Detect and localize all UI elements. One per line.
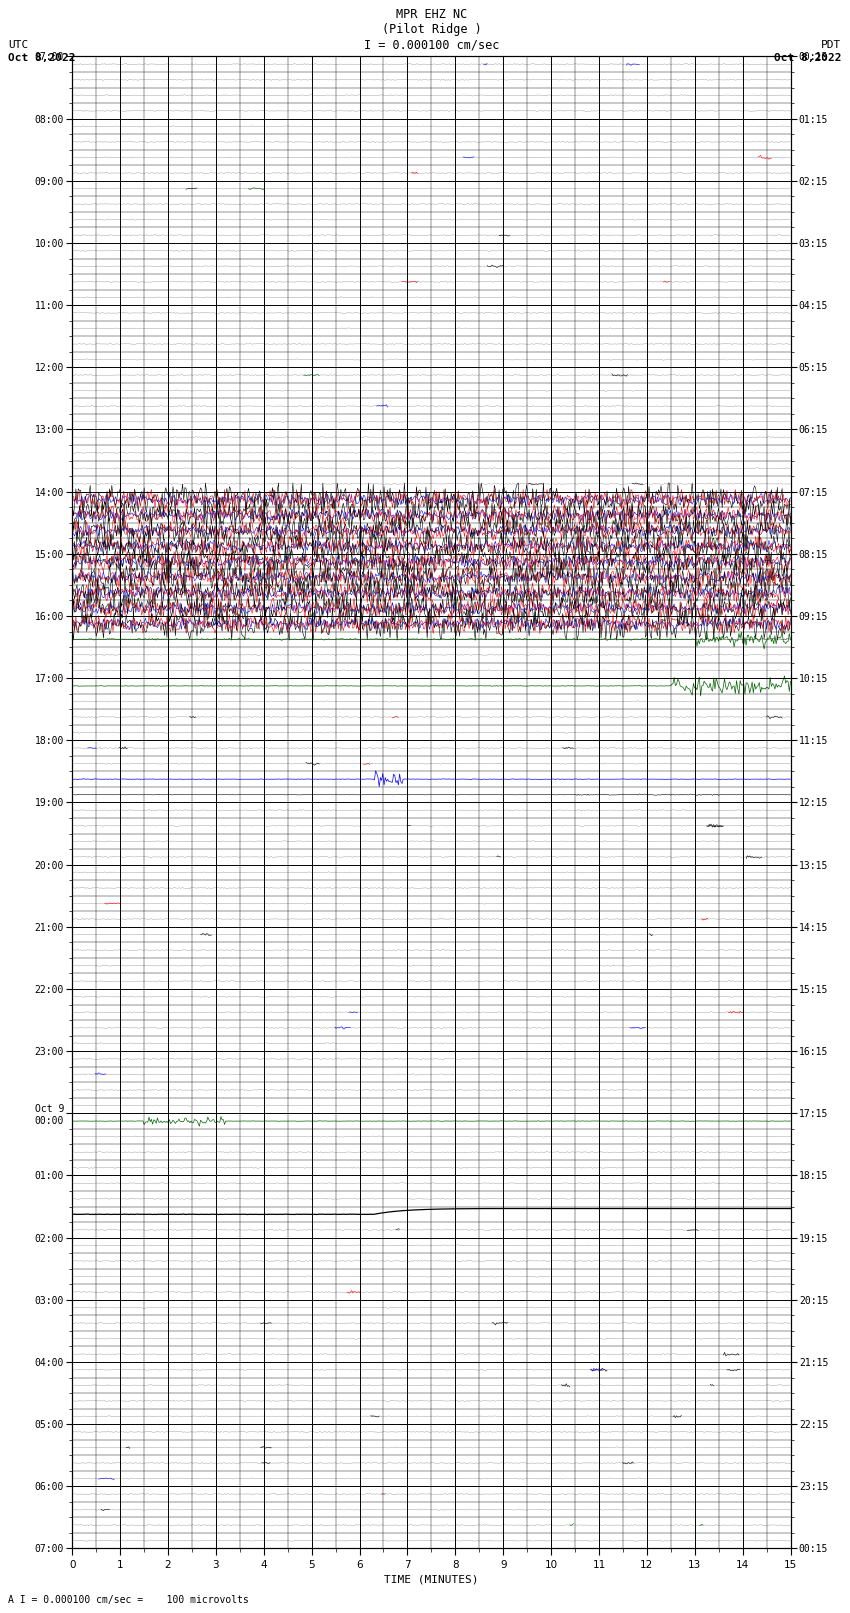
Text: PDT: PDT	[821, 40, 842, 50]
X-axis label: TIME (MINUTES): TIME (MINUTES)	[384, 1574, 479, 1584]
Text: Oct 8,2022: Oct 8,2022	[774, 53, 842, 63]
Text: UTC: UTC	[8, 40, 29, 50]
Text: A I = 0.000100 cm/sec =    100 microvolts: A I = 0.000100 cm/sec = 100 microvolts	[8, 1595, 249, 1605]
Text: Oct 8,2022: Oct 8,2022	[8, 53, 76, 63]
Title: MPR EHZ NC
(Pilot Ridge )
I = 0.000100 cm/sec: MPR EHZ NC (Pilot Ridge ) I = 0.000100 c…	[364, 8, 499, 52]
